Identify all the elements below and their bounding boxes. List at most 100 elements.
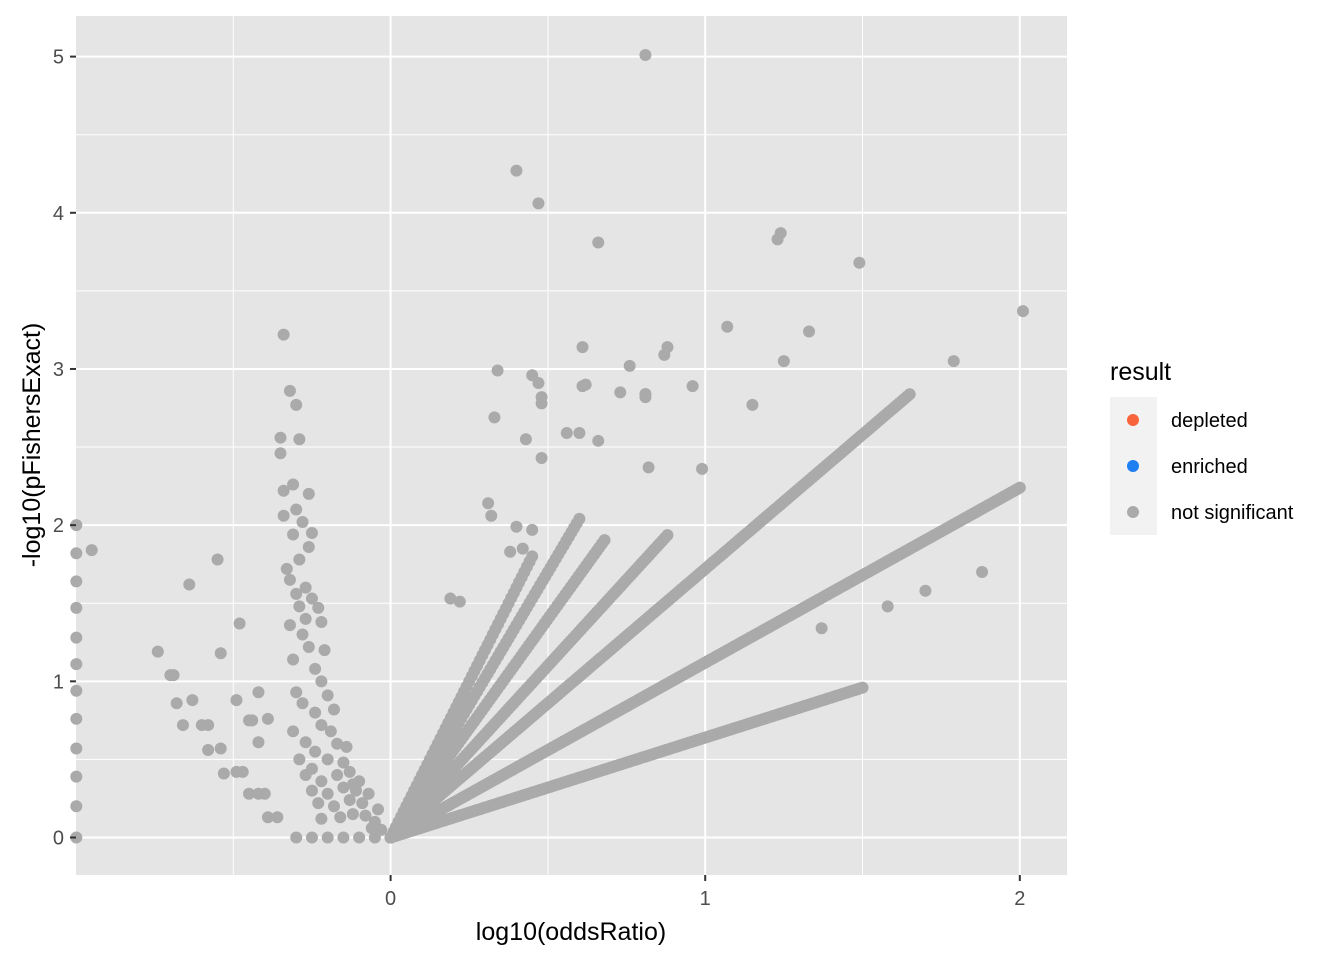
data-point: [312, 797, 325, 810]
data-point: [510, 164, 523, 177]
legend-key-enriched: [1127, 460, 1139, 472]
legend: result depleted enriched not significant: [1110, 358, 1294, 535]
data-point: [573, 427, 586, 440]
legend-label: not significant: [1171, 502, 1294, 524]
y-axis: 0 1 2 3 4 5: [53, 47, 76, 850]
data-point: [343, 794, 356, 807]
x-axis-title: log10(oddsRatio): [476, 918, 666, 946]
data-point: [362, 787, 375, 800]
data-point: [453, 595, 466, 608]
data-point: [327, 703, 340, 716]
data-point: [331, 737, 344, 750]
data-point: [299, 736, 312, 749]
data-point: [318, 644, 331, 657]
y-tick-label: 0: [53, 828, 64, 850]
data-point: [70, 742, 83, 755]
legend-key-not-significant: [1127, 506, 1139, 518]
data-point: [214, 742, 227, 755]
data-point: [252, 686, 265, 699]
data-point: [485, 509, 498, 522]
data-point: [372, 803, 385, 816]
data-point: [277, 328, 290, 341]
data-point: [233, 617, 246, 630]
y-tick-label: 4: [53, 203, 64, 225]
data-point: [696, 462, 709, 475]
data-point: [642, 461, 655, 474]
data-point: [217, 767, 230, 780]
data-point: [346, 778, 359, 791]
data-point: [639, 49, 652, 62]
data-point: [321, 689, 334, 702]
data-point: [299, 612, 312, 625]
data-point: [639, 391, 652, 404]
data-point: [202, 744, 215, 757]
x-tick-label: 1: [700, 888, 711, 910]
data-point: [321, 787, 334, 800]
data-point: [290, 831, 303, 844]
data-point: [186, 694, 199, 707]
data-point: [195, 719, 208, 732]
data-point: [302, 640, 315, 653]
data-point: [70, 800, 83, 813]
data-point: [614, 386, 627, 399]
data-point: [321, 753, 334, 766]
data-point: [312, 601, 325, 614]
data-point: [283, 619, 296, 632]
data-point: [337, 781, 350, 794]
data-point: [365, 822, 378, 835]
data-point: [315, 775, 328, 788]
data-point: [280, 562, 293, 575]
data-point: [337, 756, 350, 769]
data-point: [623, 359, 636, 372]
data-point: [721, 320, 734, 333]
data-point: [70, 631, 83, 644]
data-point: [340, 740, 353, 753]
data-point: [592, 236, 605, 249]
legend-title: result: [1110, 358, 1171, 386]
data-point: [85, 544, 98, 557]
data-point: [353, 831, 366, 844]
data-point: [488, 411, 501, 424]
data-point: [296, 516, 309, 529]
data-point: [293, 753, 306, 766]
y-axis-title: -log10(pFishersExact): [18, 323, 46, 568]
data-point: [526, 550, 539, 563]
data-point: [274, 431, 287, 444]
data-point: [164, 669, 177, 682]
data-point: [346, 808, 359, 821]
data-point: [183, 578, 196, 591]
data-point: [290, 503, 303, 516]
data-point: [70, 831, 83, 844]
data-point: [315, 615, 328, 628]
data-point: [299, 769, 312, 782]
data-point: [70, 770, 83, 783]
data-point: [658, 348, 671, 361]
data-point: [70, 519, 83, 532]
data-point: [368, 831, 381, 844]
data-point: [261, 712, 274, 725]
x-tick-label: 2: [1014, 888, 1025, 910]
data-point: [777, 355, 790, 368]
data-point: [504, 545, 517, 558]
data-point: [321, 831, 334, 844]
legend-label: depleted: [1171, 410, 1248, 432]
data-point: [305, 526, 318, 539]
data-point: [70, 601, 83, 614]
data-point: [214, 647, 227, 660]
data-point: [592, 434, 605, 447]
data-point: [519, 433, 532, 446]
data-point: [576, 341, 589, 354]
data-point: [532, 197, 545, 210]
data-point: [305, 784, 318, 797]
data-point: [70, 575, 83, 588]
data-point: [293, 553, 306, 566]
data-point: [661, 529, 674, 542]
data-point: [236, 765, 249, 778]
data-point: [334, 811, 347, 824]
y-tick-label: 1: [53, 671, 64, 693]
data-point: [324, 725, 337, 738]
data-point: [287, 478, 300, 491]
data-point: [287, 653, 300, 666]
data-point: [560, 427, 573, 440]
data-point: [856, 681, 869, 694]
